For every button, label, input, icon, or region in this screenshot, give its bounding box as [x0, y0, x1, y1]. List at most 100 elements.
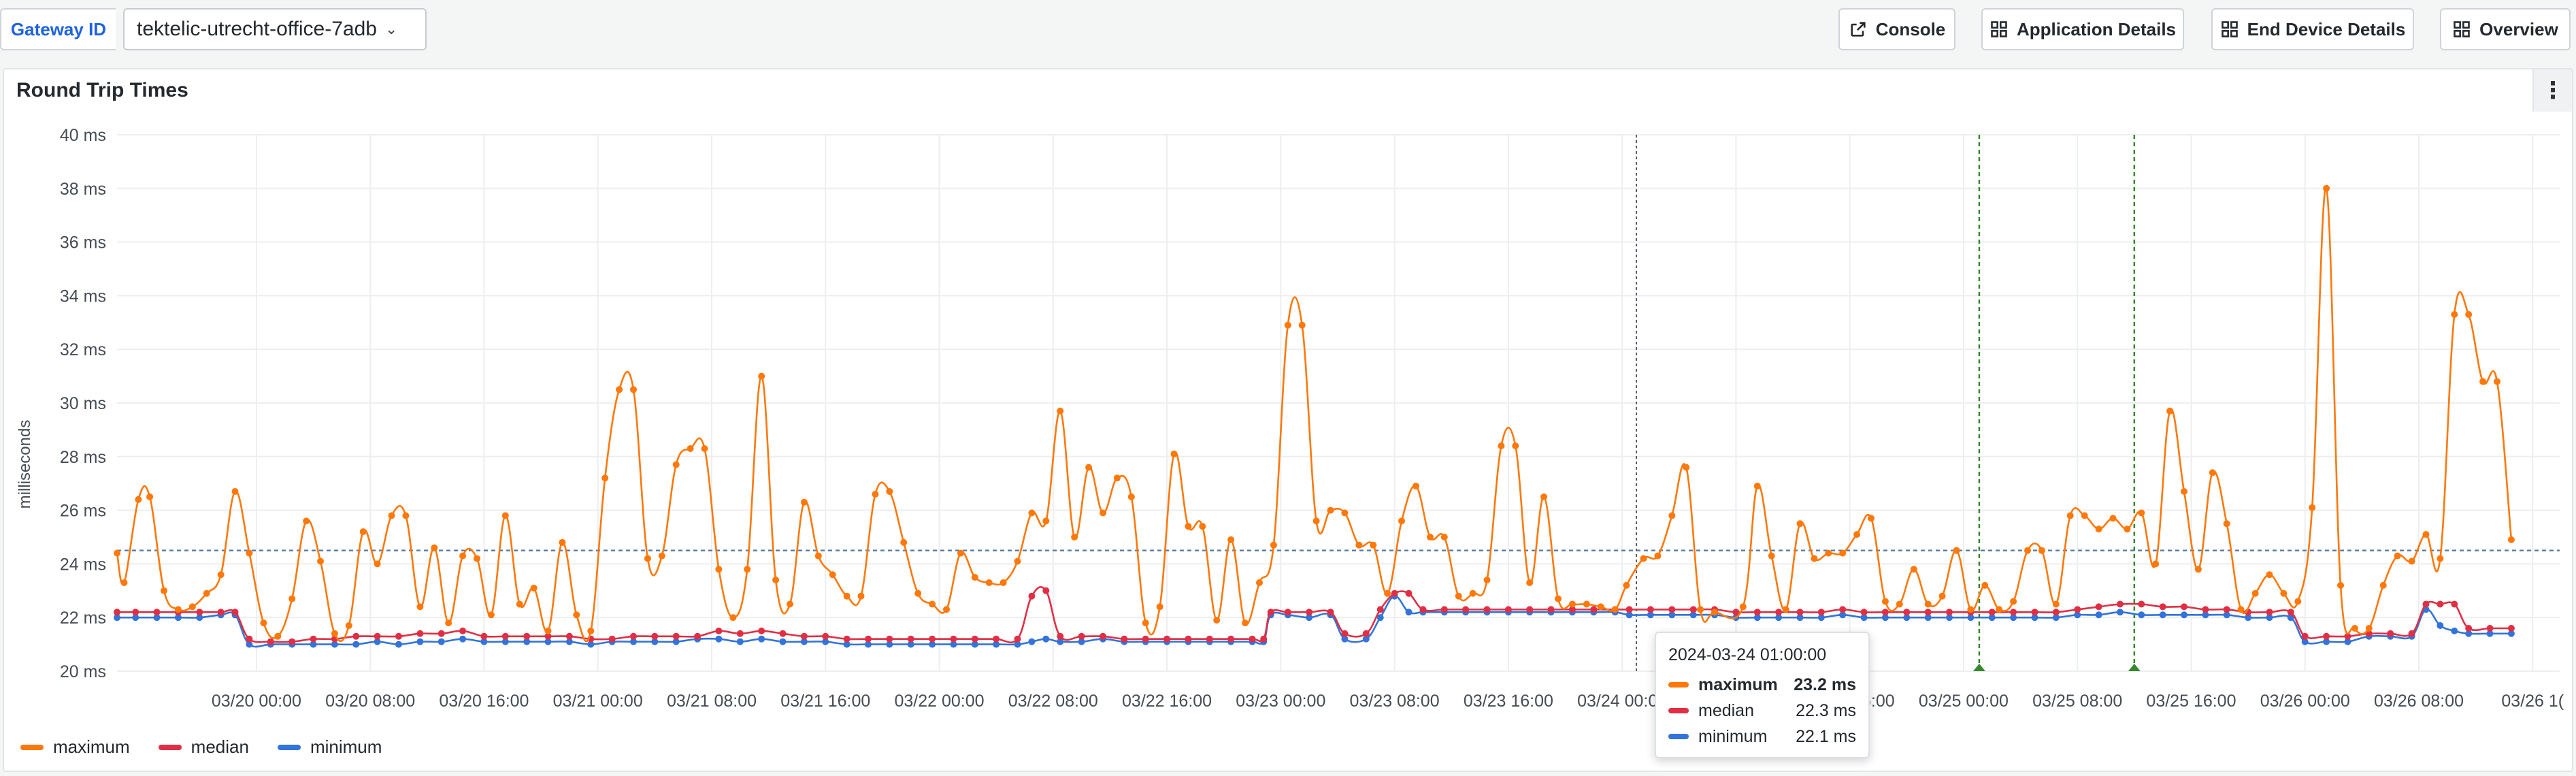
- data-point-maximum: [1868, 515, 1875, 522]
- data-point-minimum: [310, 641, 317, 648]
- data-point-median: [1440, 606, 1448, 613]
- data-point-maximum: [303, 517, 310, 525]
- panel-menu-button[interactable]: ⋮: [2532, 69, 2572, 112]
- x-tick-label: 03/23 08:00: [1350, 692, 1440, 711]
- data-point-maximum: [1256, 579, 1263, 586]
- data-point-maximum: [2095, 526, 2102, 533]
- overview-button[interactable]: Overview: [2440, 8, 2571, 50]
- tooltip-name-minimum: minimum: [1698, 726, 1768, 746]
- gateway-id-select[interactable]: tektelic-utrecht-office-7adb ⌄: [123, 8, 427, 50]
- legend-item-minimum[interactable]: minimum: [277, 737, 382, 758]
- data-point-maximum: [288, 595, 296, 602]
- data-point-maximum: [2365, 625, 2373, 632]
- data-point-median: [1419, 606, 1427, 613]
- x-tick-label: 03/23 16:00: [1464, 692, 1553, 711]
- data-point-minimum: [1376, 614, 1384, 621]
- data-point-minimum: [2437, 622, 2444, 629]
- y-tick-label: 30 ms: [60, 394, 106, 413]
- data-point-maximum: [2209, 469, 2216, 476]
- top-toolbar: Gateway ID tektelic-utrecht-office-7adb …: [0, 0, 2576, 65]
- data-point-maximum: [1085, 464, 1093, 471]
- legend-item-maximum[interactable]: maximum: [20, 737, 130, 758]
- data-point-maximum: [1512, 442, 1519, 449]
- data-point-median: [630, 632, 637, 640]
- data-point-median: [523, 632, 531, 640]
- data-point-maximum: [174, 606, 182, 613]
- data-point-median: [1668, 606, 1676, 613]
- data-point-median: [2486, 625, 2494, 632]
- data-point-median: [800, 632, 808, 640]
- data-point-maximum: [2294, 598, 2302, 605]
- data-point-maximum: [2194, 566, 2202, 573]
- data-point-minimum: [758, 635, 765, 643]
- tooltip-row-median: median 22.3 ms: [1668, 698, 1856, 724]
- data-point-median: [1753, 609, 1761, 616]
- data-point-minimum: [2052, 614, 2060, 621]
- data-point-maximum: [487, 611, 495, 619]
- data-point-maximum: [1028, 509, 1036, 517]
- data-point-maximum: [1413, 483, 1419, 490]
- data-point-minimum: [2451, 627, 2458, 634]
- data-point-maximum: [374, 560, 381, 568]
- data-point-minimum: [114, 614, 120, 621]
- data-point-minimum: [2486, 630, 2494, 637]
- data-point-maximum: [1568, 600, 1576, 608]
- data-point-maximum: [1825, 549, 1832, 557]
- data-point-minimum: [715, 635, 723, 643]
- data-point-median: [2031, 609, 2038, 616]
- data-point-minimum: [886, 641, 893, 648]
- data-point-maximum: [1739, 603, 1747, 611]
- data-point-minimum: [1903, 614, 1911, 621]
- data-point-median: [1391, 589, 1398, 597]
- data-point-median: [1267, 609, 1274, 616]
- data-point-median: [1924, 609, 1932, 616]
- data-point-minimum: [501, 638, 509, 645]
- application-details-button[interactable]: Application Details: [1981, 8, 2184, 50]
- data-point-maximum: [814, 552, 822, 560]
- data-point-median: [1946, 609, 1953, 616]
- data-point-maximum: [1242, 619, 1249, 627]
- data-point-maximum: [758, 372, 765, 380]
- data-point-minimum: [246, 641, 253, 648]
- chart-grid: [117, 134, 2560, 672]
- series-line-maximum: [116, 187, 2513, 643]
- end-device-details-button[interactable]: End Device Details: [2211, 8, 2414, 50]
- data-point-minimum: [651, 638, 659, 645]
- data-point-maximum: [544, 627, 552, 634]
- data-point-median: [1796, 609, 1804, 616]
- data-point-maximum: [1341, 509, 1349, 517]
- data-point-median: [1163, 635, 1171, 643]
- x-tick-label: 03/25 00:00: [1919, 692, 2009, 711]
- data-point-maximum: [1796, 520, 1804, 528]
- tooltip-value-maximum: 23.2 ms: [1794, 675, 1856, 694]
- application-details-label: Application Details: [2016, 18, 2177, 39]
- data-point-maximum: [1910, 566, 1917, 573]
- data-point-maximum: [1355, 541, 1363, 549]
- data-point-maximum: [2351, 625, 2358, 632]
- data-point-minimum: [1306, 614, 1313, 621]
- data-point-minimum: [843, 641, 851, 648]
- data-point-median: [2138, 600, 2145, 608]
- legend-item-median[interactable]: median: [158, 737, 249, 758]
- x-tick-label: 03/22 00:00: [894, 692, 984, 711]
- data-point-maximum: [1142, 619, 1149, 627]
- console-button[interactable]: Console: [1838, 8, 1955, 50]
- data-point-maximum: [317, 557, 324, 565]
- data-point-median: [1881, 609, 1889, 616]
- data-point-maximum: [943, 606, 950, 613]
- data-point-median: [246, 635, 253, 643]
- data-point-maximum: [402, 512, 410, 519]
- data-point-minimum: [1860, 614, 1868, 621]
- data-point-maximum: [161, 587, 167, 594]
- data-point-median: [2507, 625, 2515, 632]
- round-trip-chart: 20 ms 22 ms 24 ms 26 ms 28 ms 30 ms 32 ms 34 ms…: [16, 126, 2564, 711]
- data-point-minimum: [1881, 614, 1889, 621]
- data-point-minimum: [587, 641, 595, 648]
- data-point-median: [843, 635, 851, 643]
- data-point-median: [267, 638, 274, 645]
- data-point-minimum: [2465, 630, 2473, 637]
- data-point-median: [1903, 609, 1911, 616]
- grid-icon: [2221, 21, 2238, 37]
- data-point-median: [459, 627, 467, 634]
- data-point-maximum: [1270, 541, 1277, 549]
